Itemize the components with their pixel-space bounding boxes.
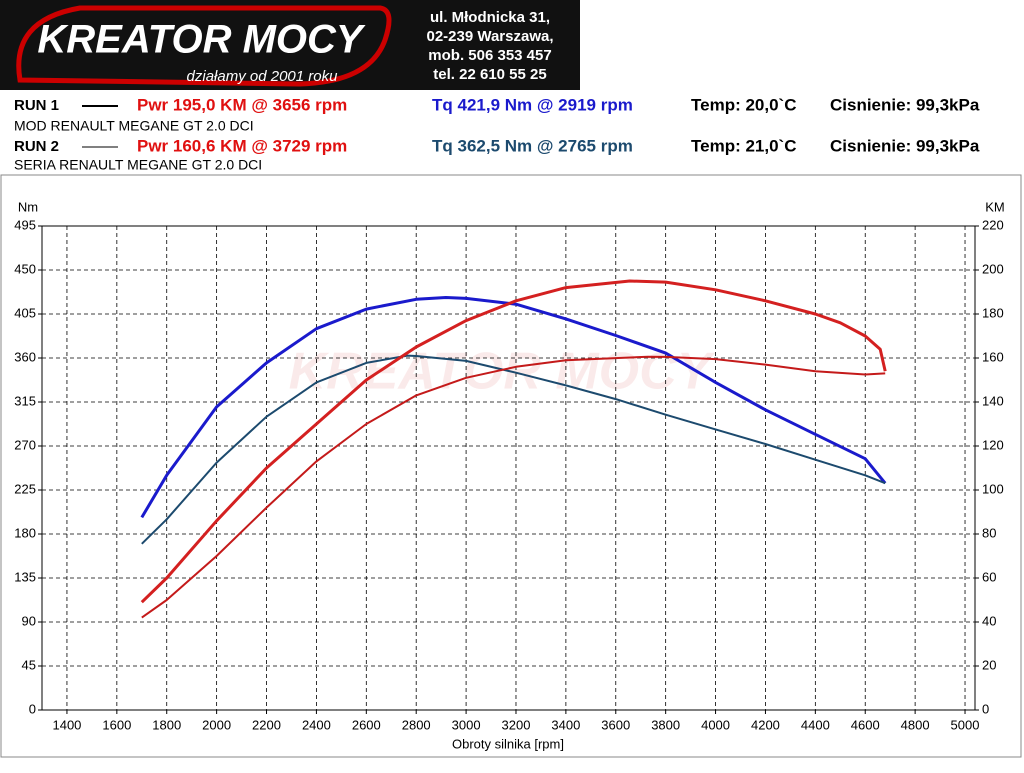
- run-label: RUN 1: [14, 97, 59, 114]
- x-tick-label: 4000: [701, 717, 730, 732]
- run-pressure: Cisnienie: 99,3kPa: [830, 136, 980, 155]
- series-line: [141, 354, 886, 545]
- address-line: ul. Młodnicka 31,: [430, 9, 550, 26]
- y-tick-label: 450: [14, 261, 36, 276]
- x-tick-label: 3200: [502, 717, 531, 732]
- y2-tick-label: 160: [982, 349, 1004, 364]
- y2-tick-label: 220: [982, 217, 1004, 232]
- y-axis-label: Nm: [18, 199, 38, 214]
- series-line: [140, 279, 887, 604]
- slogan: działamy od 2001 roku: [187, 68, 339, 85]
- x-tick-label: 4400: [801, 717, 830, 732]
- y-tick-label: 90: [22, 613, 36, 628]
- y2-tick-label: 140: [982, 393, 1004, 408]
- x-tick-label: 4800: [901, 717, 930, 732]
- run-power: Pwr 160,6 KM @ 3729 rpm: [137, 136, 347, 155]
- run-temp: Temp: 20,0`C: [691, 95, 797, 114]
- y2-tick-label: 60: [982, 569, 996, 584]
- address-line: tel. 22 610 55 25: [433, 66, 546, 83]
- logo-swoosh: [16, 5, 392, 87]
- x-tick-label: 1800: [152, 717, 181, 732]
- y-tick-label: 45: [22, 657, 36, 672]
- x-tick-label: 4200: [751, 717, 780, 732]
- address-line: 02-239 Warszawa,: [426, 28, 553, 45]
- x-axis-label: Obroty silnika [rpm]: [452, 736, 564, 751]
- run-label: RUN 2: [14, 138, 59, 155]
- x-tick-label: 3400: [551, 717, 580, 732]
- plot-area: [41, 225, 976, 711]
- run-temp: Temp: 21,0`C: [691, 136, 797, 155]
- y2-tick-label: 80: [982, 525, 996, 540]
- logo-box: [0, 0, 392, 90]
- series-line: [141, 355, 886, 619]
- y-tick-label: 315: [14, 393, 36, 408]
- x-tick-label: 3600: [601, 717, 630, 732]
- x-tick-label: 2400: [302, 717, 331, 732]
- x-tick-label: 3800: [651, 717, 680, 732]
- chart-frame: [0, 174, 1022, 758]
- y-tick-label: 135: [14, 569, 36, 584]
- run-vehicle: SERIA RENAULT MEGANE GT 2.0 DCI: [14, 157, 262, 173]
- y-tick-label: 0: [29, 701, 36, 716]
- x-tick-label: 5000: [951, 717, 980, 732]
- y2-tick-label: 180: [982, 305, 1004, 320]
- y2-axis-label: KM: [985, 199, 1005, 214]
- y2-tick-label: 20: [982, 657, 996, 672]
- series-line: [140, 296, 887, 519]
- logo-text: KREATOR MOCY: [37, 18, 366, 62]
- x-tick-label: 1600: [102, 717, 131, 732]
- run-vehicle: MOD RENAULT MEGANE GT 2.0 DCI: [14, 118, 254, 134]
- y-tick-label: 360: [14, 349, 36, 364]
- run-power: Pwr 195,0 KM @ 3656 rpm: [137, 95, 347, 114]
- x-tick-label: 2200: [252, 717, 281, 732]
- run-torque: Tq 421,9 Nm @ 2919 rpm: [432, 95, 633, 114]
- x-tick-label: 2000: [202, 717, 231, 732]
- y-tick-label: 225: [14, 481, 36, 496]
- y2-tick-label: 40: [982, 613, 996, 628]
- y-tick-label: 180: [14, 525, 36, 540]
- watermark: KREATOR MOCY: [289, 343, 716, 401]
- x-tick-label: 2800: [402, 717, 431, 732]
- y-tick-label: 495: [14, 217, 36, 232]
- y2-tick-label: 100: [982, 481, 1004, 496]
- y2-tick-label: 200: [982, 261, 1004, 276]
- run-torque: Tq 362,5 Nm @ 2765 rpm: [432, 136, 633, 155]
- run-pressure: Cisnienie: 99,3kPa: [830, 95, 980, 114]
- y2-tick-label: 120: [982, 437, 1004, 452]
- address-box: [392, 0, 580, 90]
- x-tick-label: 4600: [851, 717, 880, 732]
- y-tick-label: 270: [14, 437, 36, 452]
- x-tick-label: 1400: [52, 717, 81, 732]
- x-tick-label: 3000: [452, 717, 481, 732]
- y2-tick-label: 0: [982, 701, 989, 716]
- address-line: mob. 506 353 457: [428, 47, 551, 64]
- x-tick-label: 2600: [352, 717, 381, 732]
- y-tick-label: 405: [14, 305, 36, 320]
